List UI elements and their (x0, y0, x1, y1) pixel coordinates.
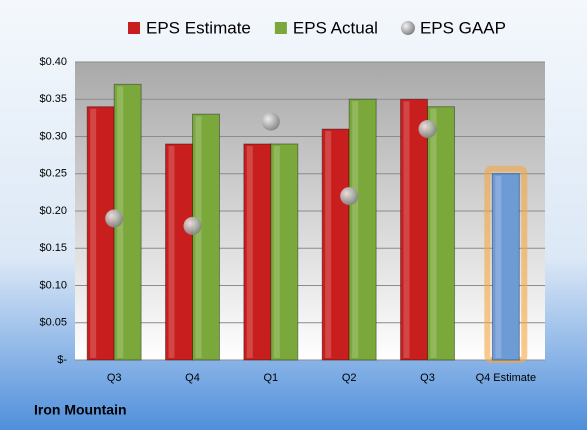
bar-shine (90, 108, 97, 358)
x-tick-label: Q1 (263, 372, 278, 384)
gaap-marker (340, 187, 359, 206)
y-tick-label: $- (57, 354, 67, 366)
bar (491, 173, 520, 361)
bar-shine (430, 108, 437, 358)
y-tick-label: $0.05 (39, 317, 67, 329)
y-tick-label: $0.15 (39, 242, 67, 254)
gaap-marker (183, 216, 202, 235)
y-tick-label: $0.10 (39, 279, 67, 291)
gaap-marker (418, 120, 437, 139)
x-tick-label: Q4 Estimate (476, 372, 537, 384)
y-tick-label: $0.35 (39, 93, 67, 105)
gaap-marker (261, 112, 280, 131)
bar (243, 143, 272, 361)
bar (86, 106, 115, 361)
bar-shine (195, 116, 202, 359)
x-tick-label: Q4 (185, 372, 200, 384)
footer: Iron Mountain (34, 402, 127, 418)
legend-label: EPS Actual (293, 18, 378, 37)
x-tick-label: Q3 (420, 372, 435, 384)
bar-shine (352, 101, 359, 358)
x-tick-label: Q2 (342, 372, 357, 384)
bar (427, 106, 455, 361)
bar (348, 98, 377, 361)
gaap-marker (105, 209, 124, 228)
bar-shine (403, 101, 410, 358)
y-tick-label: $0.40 (39, 56, 67, 68)
bar-shine (273, 145, 280, 358)
bar-shine (168, 145, 175, 358)
bar (270, 143, 299, 361)
legend-label: EPS Estimate (146, 18, 251, 37)
bar-shine (495, 175, 502, 358)
y-tick-label: $0.20 (39, 205, 67, 217)
legend-marker (128, 22, 140, 34)
y-tick-label: $0.30 (39, 130, 67, 142)
x-tick-label: Q3 (107, 372, 122, 384)
bar (165, 143, 193, 361)
legend-marker (274, 22, 287, 34)
bar (192, 113, 220, 361)
legend-label: EPS GAAP (420, 18, 506, 37)
bar-shine (325, 131, 332, 358)
y-tick-label: $0.25 (39, 168, 67, 180)
legend-marker (400, 21, 415, 35)
bar (400, 98, 428, 361)
bar-shine (246, 145, 253, 358)
